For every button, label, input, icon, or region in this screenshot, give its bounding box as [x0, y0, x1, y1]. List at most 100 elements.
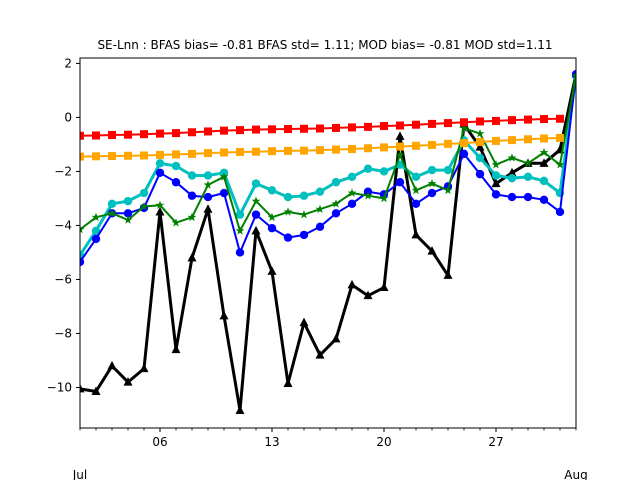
data-point: [523, 172, 533, 182]
data-point: [203, 171, 213, 180]
data-point: [523, 158, 533, 167]
data-point: [460, 118, 468, 127]
series-3: [80, 71, 576, 235]
data-point: [300, 146, 308, 155]
data-point: [220, 148, 228, 157]
data-point: [300, 124, 308, 133]
data-point: [80, 257, 85, 267]
data-point: [379, 193, 389, 203]
data-point: [491, 190, 501, 199]
data-point: [444, 119, 452, 128]
data-point: [155, 206, 165, 216]
x-tick-label: 27: [488, 435, 503, 449]
data-point: [140, 151, 148, 160]
data-point: [347, 199, 357, 209]
data-point: [236, 126, 244, 135]
data-point: [187, 171, 197, 180]
data-point: [123, 209, 133, 218]
data-point: [155, 200, 165, 209]
data-point: [187, 212, 197, 222]
data-point: [508, 136, 516, 145]
data-point: [267, 266, 277, 275]
data-point: [267, 223, 277, 233]
data-point: [507, 153, 517, 162]
data-point: [252, 125, 260, 134]
data-point: [299, 317, 309, 327]
data-point: [108, 130, 116, 139]
data-point: [172, 150, 180, 159]
y-tick-label: −8: [54, 326, 72, 340]
data-point: [364, 122, 372, 131]
data-point: [523, 192, 533, 202]
data-point: [427, 246, 437, 255]
data-point: [251, 196, 261, 205]
data-point: [80, 224, 85, 234]
data-point: [188, 149, 196, 158]
data-point: [108, 152, 116, 161]
data-point: [411, 185, 421, 195]
chart-title: SE-Lnn : BFAS bias= -0.81 BFAS std= 1.11…: [97, 38, 552, 52]
data-point: [139, 188, 149, 198]
data-point: [395, 150, 405, 159]
data-point: [444, 139, 452, 148]
data-point: [475, 153, 485, 163]
data-point: [524, 135, 532, 144]
data-point: [412, 141, 420, 150]
data-point: [140, 130, 148, 139]
data-point: [204, 149, 212, 158]
plot-frame: [79, 57, 577, 429]
data-point: [475, 129, 485, 138]
data-point: [284, 125, 292, 134]
data-point: [80, 383, 85, 393]
data-point: [331, 333, 341, 343]
data-point: [331, 209, 341, 218]
data-point: [123, 377, 133, 386]
data-point: [476, 137, 484, 146]
data-point: [492, 136, 500, 145]
data-point: [139, 201, 149, 211]
data-point: [92, 152, 100, 161]
x-tick-label: 13: [264, 435, 279, 449]
series-1: [80, 71, 576, 260]
data-point: [379, 282, 389, 292]
data-point: [379, 167, 389, 176]
data-point: [171, 178, 181, 187]
data-point: [540, 134, 548, 143]
data-point: [411, 229, 421, 239]
data-point: [124, 151, 132, 160]
series-3-line: [80, 75, 576, 232]
series-2: [80, 70, 576, 267]
data-point: [539, 195, 549, 204]
data-point: [443, 185, 453, 195]
data-point: [363, 290, 373, 300]
data-point: [156, 129, 164, 138]
data-point: [315, 222, 325, 231]
data-point: [395, 178, 405, 187]
y-tick-label: −2: [54, 164, 72, 178]
data-point: [364, 144, 372, 153]
data-point: [203, 180, 213, 189]
data-point: [91, 226, 101, 236]
data-point: [315, 350, 325, 359]
data-point: [299, 191, 309, 200]
data-point: [156, 150, 164, 159]
data-point: [539, 158, 549, 167]
data-point: [459, 123, 469, 132]
data-point: [219, 188, 229, 198]
data-point: [332, 145, 340, 154]
data-point: [443, 165, 453, 175]
data-point: [348, 123, 356, 132]
data-point: [412, 120, 420, 129]
data-point: [427, 188, 437, 198]
data-point: [459, 149, 469, 159]
data-point: [315, 187, 325, 196]
data-point: [203, 204, 213, 213]
data-point: [507, 167, 517, 177]
data-point: [123, 196, 133, 206]
data-point: [235, 248, 245, 257]
data-point: [267, 212, 277, 222]
data-point: [188, 128, 196, 137]
